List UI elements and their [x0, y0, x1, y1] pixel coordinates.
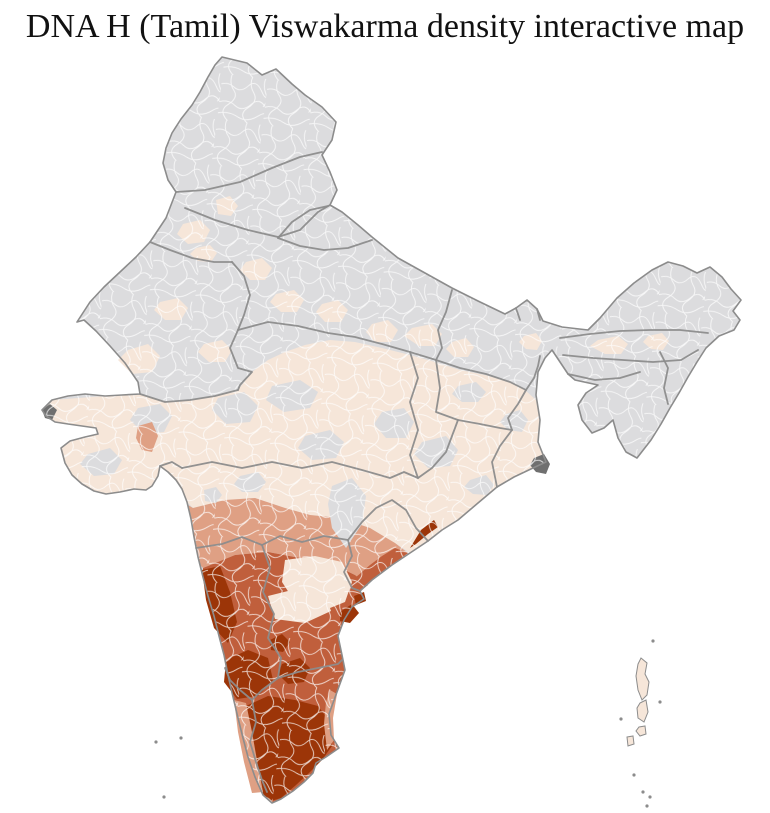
border-bihar-jharkhand [435, 359, 527, 391]
border-ap-tn [277, 659, 343, 679]
car-nicobar[interactable] [626, 735, 635, 747]
border-chhattisgarh-odisha [417, 419, 459, 479]
border-haryana-up [231, 261, 251, 331]
border-hp-uttarakhand [277, 205, 329, 239]
small-island-dot [162, 795, 166, 799]
small-island-dot [645, 804, 649, 808]
border-kerala-tn [249, 699, 268, 793]
border-meghalaya-south [567, 371, 641, 381]
small-island-dot [641, 790, 645, 794]
border-mp-maharashtra [181, 461, 419, 479]
small-island-dot [632, 773, 636, 777]
border-karnataka-ap [261, 544, 282, 679]
state-border-layer [139, 151, 709, 793]
border-maharashtra-karnataka [195, 535, 349, 549]
border-wb-odisha [491, 429, 513, 488]
border-up-mp [237, 321, 437, 361]
border-rajasthan-east [229, 329, 253, 391]
india-coastline [41, 56, 742, 804]
border-rajasthan-gujarat [139, 389, 239, 403]
small-island-dot [619, 717, 623, 721]
border-nagaland-manipur [659, 351, 669, 405]
border-telangana-ap [343, 539, 361, 592]
andaman-north[interactable] [635, 657, 650, 701]
border-bihar-wb [525, 355, 541, 391]
border-assam-meghalaya [562, 349, 699, 363]
border-jharkhand-wb [507, 389, 527, 431]
islands-layer [154, 639, 662, 808]
coastline-layer [41, 56, 742, 804]
border-telangana-odisha-ap [347, 499, 429, 542]
small-island-dot [154, 740, 158, 744]
border-mp-chhattisgarh [409, 351, 419, 479]
border-sikkim-west [515, 307, 521, 321]
small-island-dot [179, 736, 183, 740]
border-gujarat-maharashtra [159, 461, 183, 469]
small-island-dot [651, 639, 655, 643]
small-island-dot [648, 795, 652, 799]
map-title: DNA H (Tamil) Viswakarma density interac… [25, 8, 745, 45]
andaman-middle[interactable] [636, 699, 649, 723]
border-jk-hp [175, 151, 323, 193]
border-up-uttarakhand [277, 237, 373, 251]
andaman-little[interactable] [635, 725, 647, 737]
small-island-dot [658, 700, 662, 704]
border-punjab-rajasthan [149, 241, 233, 263]
border-up-bihar [435, 289, 453, 361]
border-assam-arunachal [559, 329, 709, 339]
